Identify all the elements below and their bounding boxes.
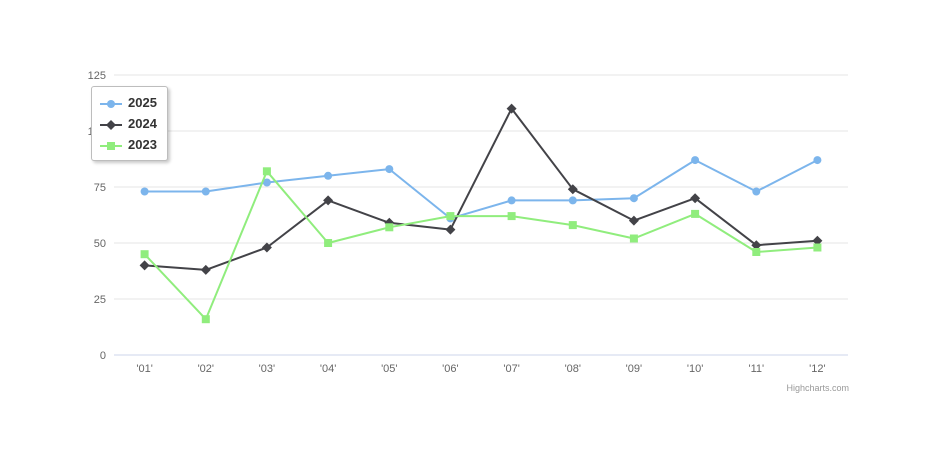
- legend-marker-circle-icon: [100, 99, 122, 108]
- data-point-diamond[interactable]: [261, 242, 272, 253]
- x-axis-label: '11': [748, 363, 764, 375]
- data-point-square[interactable]: [107, 141, 115, 150]
- data-point-square[interactable]: [752, 248, 761, 256]
- data-point-circle[interactable]: [140, 187, 149, 196]
- y-axis-label: 0: [100, 350, 106, 362]
- data-point-circle[interactable]: [107, 99, 115, 108]
- x-axis-label: '12': [809, 363, 825, 375]
- data-point-square[interactable]: [691, 209, 700, 218]
- x-axis-label: '02': [198, 363, 214, 375]
- y-axis-label: 50: [94, 238, 106, 250]
- data-point-circle[interactable]: [507, 196, 516, 205]
- data-point-square[interactable]: [140, 250, 149, 259]
- data-point-diamond[interactable]: [200, 264, 211, 275]
- data-point-diamond[interactable]: [323, 195, 334, 206]
- y-axis-label: 25: [94, 294, 106, 306]
- data-point-diamond[interactable]: [690, 193, 701, 204]
- legend-marker-square-icon: [99, 139, 123, 151]
- data-point-diamond[interactable]: [567, 184, 578, 195]
- data-point-square[interactable]: [262, 167, 271, 176]
- y-axis-label: 75: [94, 182, 106, 194]
- highcharts-credits[interactable]: Highcharts.com: [786, 383, 849, 393]
- legend-marker-diamond-icon: [99, 118, 123, 130]
- data-point-diamond[interactable]: [106, 119, 116, 130]
- data-point-square[interactable]: [629, 234, 638, 243]
- data-point-diamond[interactable]: [628, 215, 639, 226]
- legend-item-2023[interactable]: 2023: [99, 134, 157, 155]
- x-axis-label: '08': [565, 363, 581, 375]
- data-point-circle[interactable]: [324, 171, 333, 180]
- x-axis-label: '03': [259, 363, 275, 375]
- data-point-circle[interactable]: [385, 165, 394, 174]
- legend-item-2025[interactable]: 2025: [99, 92, 157, 113]
- data-point-diamond[interactable]: [812, 235, 823, 246]
- data-point-square[interactable]: [385, 223, 394, 232]
- data-point-square[interactable]: [201, 315, 210, 324]
- series-line-2025: [143, 159, 819, 220]
- data-point-diamond[interactable]: [751, 240, 762, 251]
- x-axis-label: '01': [136, 363, 152, 375]
- series-line-2023: [143, 170, 819, 321]
- data-point-diamond[interactable]: [139, 260, 150, 271]
- x-axis-label: '06': [442, 363, 458, 375]
- y-axis-label: 125: [88, 70, 106, 82]
- x-axis-label: '04': [320, 363, 336, 375]
- x-axis-label: '05': [381, 363, 397, 375]
- data-point-square[interactable]: [446, 212, 455, 221]
- data-point-circle[interactable]: [568, 196, 577, 205]
- data-point-square[interactable]: [813, 243, 822, 252]
- data-point-circle[interactable]: [752, 187, 761, 196]
- data-point-circle[interactable]: [813, 156, 822, 165]
- legend-item-label: 2024: [128, 115, 157, 131]
- data-point-diamond[interactable]: [506, 103, 517, 114]
- legend-marker-diamond-icon: [100, 119, 122, 130]
- data-point-circle[interactable]: [629, 194, 638, 203]
- x-axis-label: '07': [503, 363, 519, 375]
- data-point-diamond[interactable]: [445, 224, 456, 235]
- legend-item-label: 2023: [128, 136, 157, 152]
- x-axis-label: '10': [687, 363, 703, 375]
- x-axis-label: '09': [626, 363, 642, 375]
- legend-marker-circle-icon: [99, 97, 123, 109]
- data-point-square[interactable]: [324, 239, 333, 247]
- legend: 2025 2024 2023: [91, 86, 168, 161]
- legend-item-2024[interactable]: 2024: [99, 113, 157, 134]
- data-point-square[interactable]: [568, 221, 577, 230]
- data-point-circle[interactable]: [691, 156, 700, 165]
- legend-marker-square-icon: [100, 141, 122, 150]
- data-point-square[interactable]: [507, 212, 516, 221]
- data-point-circle[interactable]: [262, 178, 271, 187]
- series-line-2024: [143, 107, 819, 271]
- data-point-circle[interactable]: [201, 187, 210, 196]
- legend-item-label: 2025: [128, 94, 157, 110]
